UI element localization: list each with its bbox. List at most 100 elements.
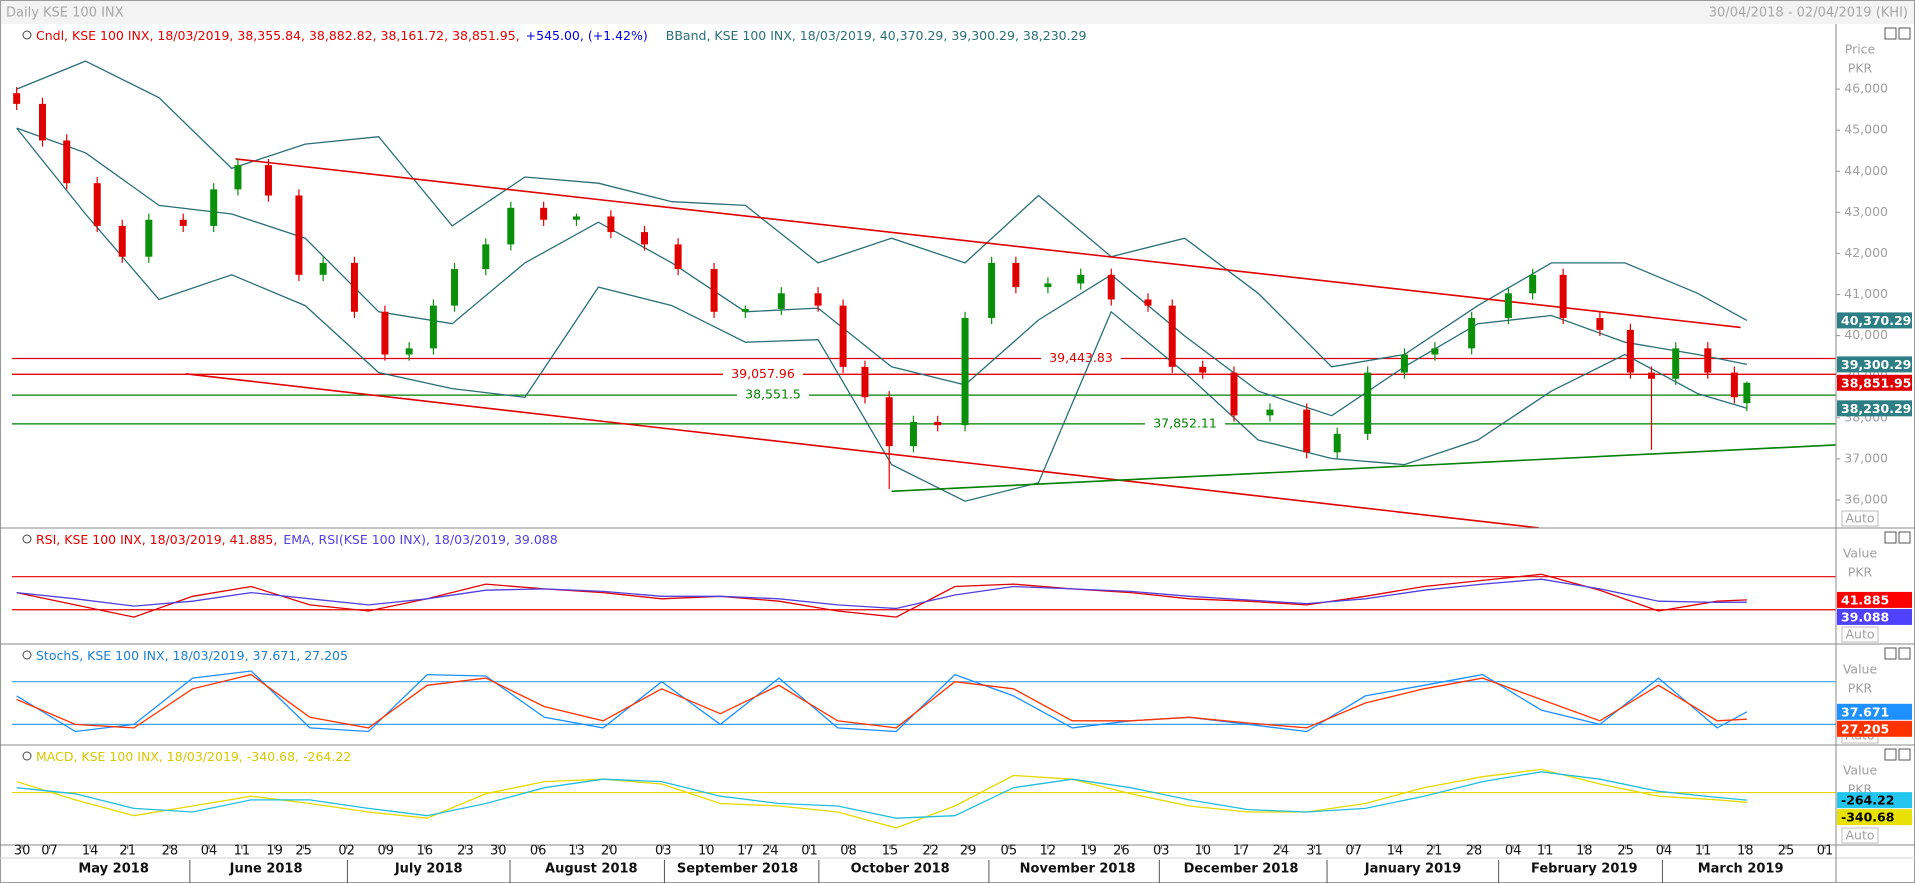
panel-button (1884, 647, 1897, 660)
candle-body (295, 195, 303, 275)
value-box (1837, 312, 1912, 329)
candle-body (1431, 348, 1439, 355)
axis-title: PKR (1848, 565, 1873, 580)
month-label: December 2018 (1184, 862, 1299, 877)
axis-title: Value (1843, 763, 1878, 778)
candle-body (1199, 366, 1207, 373)
level-label-bg (737, 387, 809, 404)
candle-body (988, 262, 996, 318)
value-box-label: -340.68 (1841, 810, 1894, 825)
panel-button (1884, 27, 1897, 40)
value-box-label: 38,230.29 (1841, 401, 1911, 416)
value-box-label: 40,370.29 (1841, 313, 1911, 328)
value-box-label: 37.671 (1841, 704, 1889, 719)
auto-label: Auto (1845, 627, 1874, 642)
axis-title: PKR (1848, 681, 1873, 696)
value-box-label: -264.22 (1841, 793, 1894, 808)
x-tick-label: 12 (1040, 844, 1057, 859)
value-box (1837, 356, 1912, 373)
candle-body (1077, 274, 1085, 284)
value-box-label: 38,851.95 (1841, 375, 1911, 390)
x-tick-label: 02 (338, 844, 355, 859)
x-tick-label: 21 (119, 844, 136, 859)
candle-body (640, 232, 648, 245)
x-tick-label: 17 (737, 844, 754, 859)
x-tick-label: 10 (1194, 844, 1211, 859)
x-tick-label: 09 (377, 844, 394, 859)
legend-entry: +545.00, (+1.42%) (526, 28, 648, 43)
indicator-line (16, 578, 1747, 610)
candle-body (350, 262, 358, 312)
candle-body (451, 269, 459, 306)
auto-box (1841, 626, 1879, 643)
x-tick-label: 24 (762, 844, 779, 859)
candle-body (540, 207, 548, 220)
candle-body (1333, 433, 1341, 453)
month-label: August 2018 (545, 862, 638, 877)
candle-body (210, 189, 218, 226)
y-tick-label: 43,000 (1844, 204, 1888, 219)
x-tick-label: 18 (1737, 844, 1754, 859)
x-tick-label: 01 (801, 844, 818, 859)
candle-body (814, 293, 822, 306)
x-tick-label: 11 (234, 844, 251, 859)
value-box-label: 27.205 (1841, 721, 1889, 736)
trendline (235, 158, 1741, 329)
candle-body (572, 216, 580, 220)
legend: StochS, KSE 100 INX, 18/03/2019, 37.671,… (36, 648, 348, 663)
candle-body (1704, 348, 1712, 373)
candle-body (607, 216, 615, 233)
value-box-label: 41.885 (1841, 592, 1889, 607)
auto-box (1841, 827, 1879, 844)
candle-body (1044, 283, 1052, 288)
level-label-bg (723, 366, 803, 383)
level-label: 38,551.5 (745, 387, 801, 402)
candle-body (710, 269, 718, 312)
candle-body (1168, 305, 1176, 367)
candle-body (118, 225, 126, 257)
x-tick-label: 19 (1080, 844, 1097, 859)
y-tick-label: 41,000 (1844, 286, 1888, 301)
candle-body (1230, 372, 1238, 416)
legend-entry: MACD, KSE 100 INX, 18/03/2019, -340.68, … (36, 749, 351, 764)
x-tick-label: 29 (960, 844, 977, 859)
month-label: October 2018 (851, 862, 950, 877)
x-tick-label: 28 (162, 844, 179, 859)
x-tick-label: 05 (1001, 844, 1018, 859)
x-tick-label: 19 (266, 844, 283, 859)
indicator-line (16, 673, 1747, 729)
x-tick-label: 04 (201, 844, 218, 859)
header-range: 30/04/2018 - 02/04/2019 (KHI) (1709, 6, 1908, 21)
value-box-label: 39.088 (1841, 609, 1889, 624)
indicator-line (16, 771, 1747, 819)
candle-body (1647, 372, 1655, 379)
x-tick-label: 03 (1153, 844, 1170, 859)
x-tick-label: 23 (457, 844, 474, 859)
candle-body (1303, 409, 1311, 453)
candle-body (1504, 293, 1512, 318)
plot (12, 573, 1836, 618)
level-label: 39,057.96 (731, 366, 795, 381)
candle-body (839, 305, 847, 367)
candle-body (1529, 274, 1537, 294)
y-tick-label: 44,000 (1844, 163, 1888, 178)
x-tick-label: 08 (840, 844, 857, 859)
y-tick-label: 40,000 (1844, 327, 1888, 342)
level-label-bg (1145, 415, 1225, 432)
x-tick-label: 07 (41, 844, 58, 859)
x-tick-label: 18 (1576, 844, 1593, 859)
y-tick-label: 37,000 (1844, 450, 1888, 465)
trendline (891, 444, 1836, 493)
value-box-label: 39,300.29 (1841, 357, 1911, 372)
legend: Cndl, KSE 100 INX, 18/03/2019, 38,355.84… (36, 28, 1087, 43)
legend-entry: StochS, KSE 100 INX, 18/03/2019, 37.671,… (36, 648, 348, 663)
candle-body (264, 165, 272, 196)
legend: RSI, KSE 100 INX, 18/03/2019, 41.885, EMA… (36, 532, 558, 547)
value-box (1837, 591, 1912, 608)
x-tick-label: 21 (1426, 844, 1443, 859)
x-tick-label: 26 (1113, 844, 1130, 859)
candle-body (1559, 274, 1567, 318)
candle-body (909, 421, 917, 447)
candle-body (429, 305, 437, 349)
